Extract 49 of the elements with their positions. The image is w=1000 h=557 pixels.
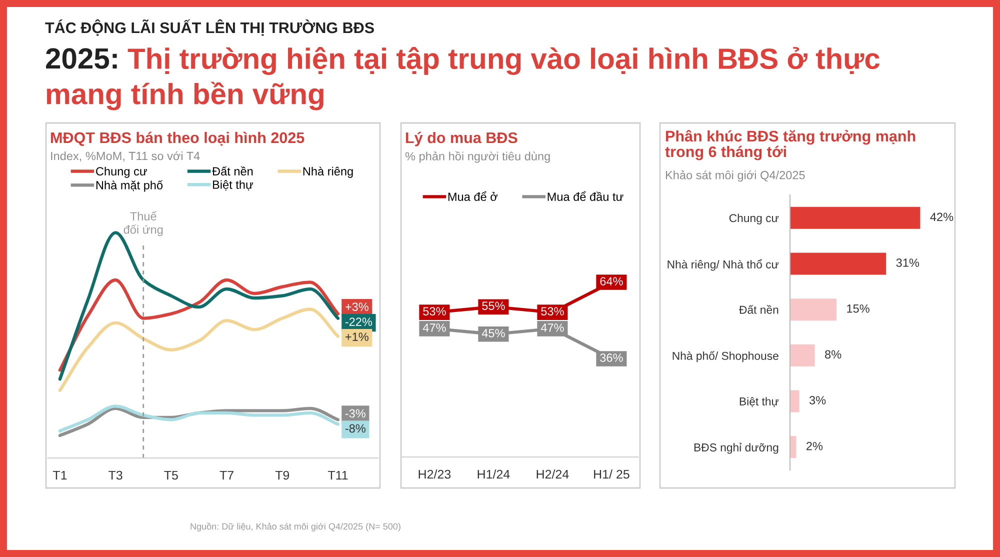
bar — [790, 252, 886, 275]
legend-label: Đất nền — [212, 166, 253, 176]
x-tick-label: H1/24 — [478, 470, 510, 479]
x-tick-label: T11 — [328, 470, 348, 480]
chart-title: MĐQT BĐS bán theo loại hình 2025 — [51, 132, 304, 146]
bar — [790, 344, 815, 366]
y-tick-label: Đất nền — [739, 304, 778, 314]
annotation: Thuế đối ứng — [124, 211, 163, 236]
data-label: 42% — [930, 212, 954, 222]
text: TÁC ĐỘNG LÃI SUẤT LÊN THỊ TRƯỜNG BĐS — [45, 19, 374, 36]
y-tick-label: Biệt thự — [740, 397, 779, 408]
bar — [790, 206, 920, 229]
annotation: -22% — [345, 318, 372, 326]
chart-title: Phân khúc BĐS tăng trưởng mạnh trong 6 tháng tới — [665, 130, 916, 160]
data-label: 3% — [809, 396, 826, 404]
data-label: 8% — [825, 350, 842, 359]
data-label: 2% — [806, 442, 823, 450]
chart-title: Lý do mua BĐS — [406, 132, 518, 146]
x-tick-label: H2/23 — [418, 470, 451, 479]
x-tick-label: T9 — [275, 470, 290, 480]
y-tick-label: Nhà riêng/ Nhà thổ cư — [668, 259, 779, 271]
data-label: 31% — [896, 258, 920, 267]
x-tick-label: T3 — [108, 470, 122, 480]
y-tick-label: BĐS nghỉ dưỡng — [694, 442, 778, 454]
x-tick-label: H1/ 25 — [594, 470, 630, 479]
legend-label: Nhà riêng — [303, 166, 353, 178]
legend-label: Biệt thự — [212, 180, 254, 191]
text: 2025: Thị trường hiện tại tập trung vào loại hình BĐS ở thực mang tính bền vững — [46, 47, 880, 110]
chart-subtitle: Khảo sát môi giới Q4/2025 — [666, 170, 805, 182]
x-tick-label: T1 — [52, 470, 67, 480]
x-tick-label: T5 — [164, 470, 178, 480]
y-tick-label: Nhà phố/ Shophouse — [672, 351, 778, 362]
bar — [790, 298, 836, 321]
legend-label: Nhà mặt phố — [96, 180, 163, 192]
chart-subtitle: % phản hồi người tiêu dùng — [405, 151, 550, 163]
x-tick-label: T7 — [220, 470, 234, 480]
annotation: -3% — [345, 409, 366, 418]
annotation: +1% — [345, 332, 368, 341]
y-tick-label: Chung cư — [729, 214, 779, 224]
annotation: +3% — [345, 302, 368, 311]
legend-label: Mua để ở — [448, 191, 498, 201]
annotation: -8% — [345, 424, 366, 433]
chart-subtitle: Index, %MoM, T11 so với T4 — [51, 151, 200, 162]
x-tick-label: H2/24 — [536, 470, 569, 479]
legend-label: Chung cư — [96, 166, 147, 178]
legend-label: Mua để đầu tư — [548, 191, 624, 201]
data-label: 15% — [847, 304, 870, 313]
bar — [790, 390, 800, 412]
text: Nguồn: Dữ liệu, Khảo sát môi giới Q4/2025 (N= 500) — [190, 522, 400, 532]
